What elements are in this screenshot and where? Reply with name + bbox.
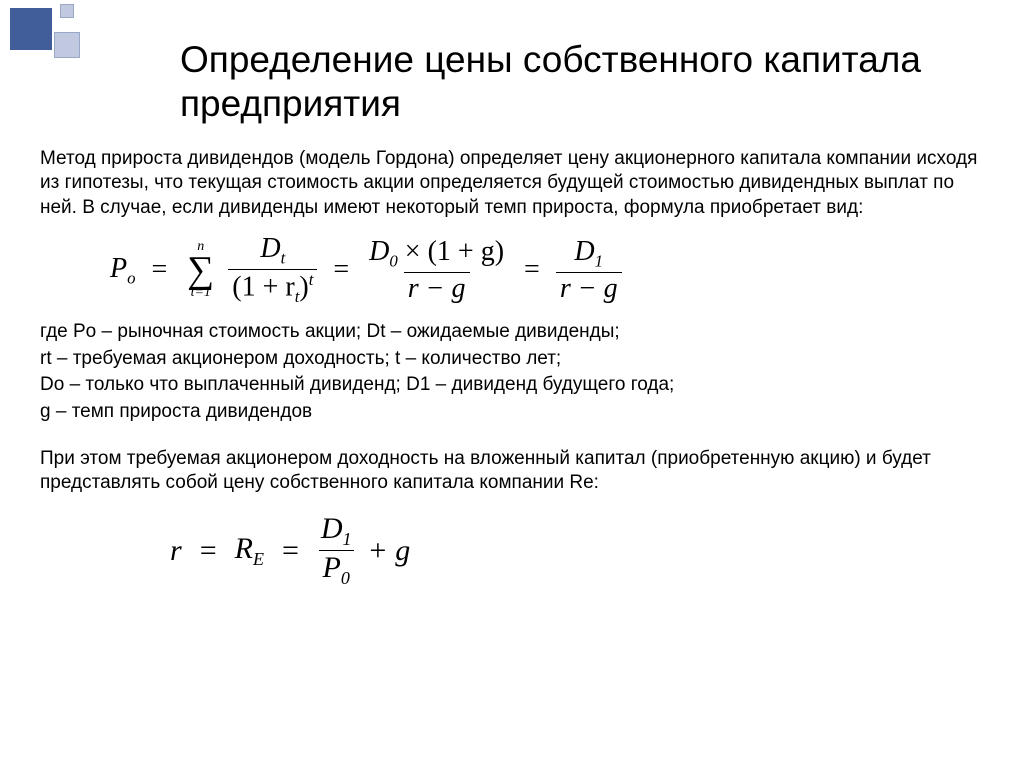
legend-line-4: g – темп прироста дивидендов [40, 400, 984, 425]
equals-sign: = [200, 534, 217, 568]
equals-sign: = [524, 254, 540, 286]
lhs-r: r [170, 534, 182, 568]
sigma-icon: n ∑ t=1 [187, 240, 214, 300]
plus-g: + g [368, 534, 411, 568]
gordon-formula: Po = n ∑ t=1 Dt (1 + rt)t = D0 × (1 + g)… [110, 235, 984, 306]
slide-content: Определение цены собственного капитала п… [0, 0, 1024, 587]
lhs: Po [110, 253, 136, 289]
equals-sign: = [333, 254, 349, 286]
legend-line-3: Do – только что выплаченный дивиденд; D1… [40, 373, 984, 398]
page-title: Определение цены собственного капитала п… [180, 38, 984, 127]
legend-line-2: rt – требуемая акционером доходность; t … [40, 347, 984, 372]
intro-paragraph: Метод прироста дивидендов (модель Гордон… [40, 147, 984, 221]
corner-decoration [0, 0, 160, 60]
fraction-1: Dt (1 + rt)t [228, 235, 317, 306]
legend-line-1: где Po – рыночная стоимость акции; Dt – … [40, 320, 984, 345]
fraction-3: D1 r − g [556, 238, 622, 303]
fraction-2: D0 × (1 + g) r − g [365, 238, 508, 303]
equals-sign: = [152, 254, 168, 286]
lhs-re: RE [235, 532, 264, 570]
equals-sign: = [282, 534, 299, 568]
return-formula: r = RE = D1 P0 + g [170, 514, 984, 587]
paragraph-2: При этом требуемая акционером доходность… [40, 447, 984, 496]
fraction-d1-p0: D1 P0 [317, 514, 356, 587]
